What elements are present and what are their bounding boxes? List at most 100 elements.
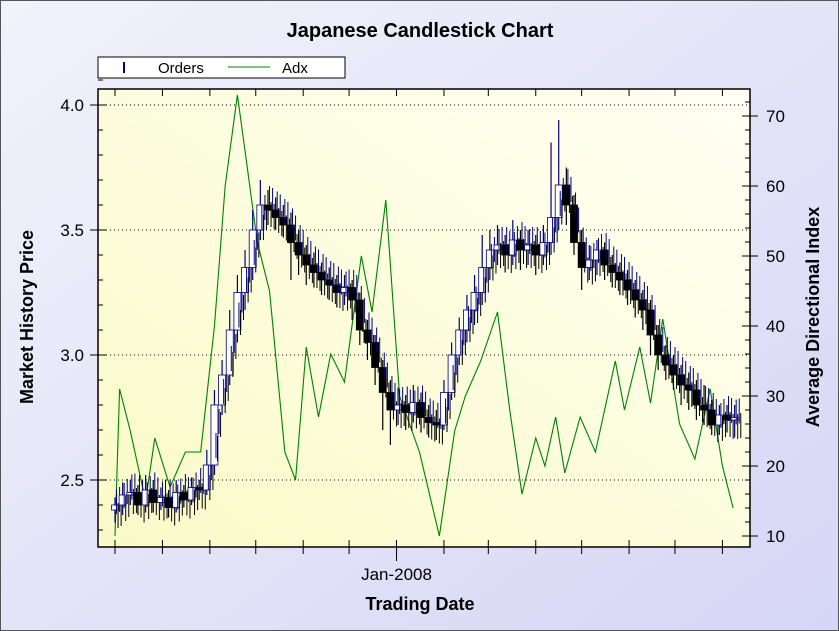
candle-body	[562, 184, 571, 206]
candle-body	[600, 249, 609, 266]
candle-body	[577, 242, 586, 268]
candle	[417, 385, 428, 435]
candle-body	[164, 497, 173, 508]
y-tick-label: 2.5	[60, 471, 84, 490]
candle-body	[447, 354, 456, 393]
candle	[455, 317, 466, 365]
candle-body	[715, 414, 724, 426]
candle	[218, 360, 229, 415]
x-tick-label: Jan-2008	[361, 565, 432, 584]
candle	[616, 254, 627, 299]
y2-tick-label: 30	[766, 387, 785, 406]
candle-body	[669, 364, 678, 376]
candle	[585, 243, 596, 285]
candle-body	[493, 244, 502, 251]
candle	[692, 373, 704, 422]
candle-body	[608, 264, 617, 273]
candle-body	[287, 224, 295, 243]
axes: 2.5 3.0 3.5 4.0 10 20 30 40 50 60 70 Jan-2008	[60, 79, 785, 584]
candle	[447, 342, 459, 400]
y2-tick-label: 40	[766, 317, 785, 336]
plot-frame	[97, 88, 751, 548]
candle-body	[302, 254, 311, 266]
candle	[118, 479, 130, 521]
candle-body	[654, 334, 663, 356]
candle-body	[646, 309, 655, 336]
candle-body	[332, 284, 341, 293]
candle-body	[187, 487, 196, 501]
candle-body	[271, 209, 280, 218]
candle	[340, 269, 352, 311]
candle-body	[172, 492, 181, 508]
adx-series	[114, 94, 734, 537]
candle-body	[371, 342, 380, 368]
legend: Orders Adx	[97, 56, 346, 79]
candle-body	[233, 292, 242, 331]
candle-body	[432, 422, 441, 426]
candle-body	[210, 404, 219, 466]
candle-body	[378, 367, 387, 393]
candle-body	[417, 402, 425, 418]
candle-body	[241, 267, 249, 293]
candle-body	[638, 299, 647, 311]
candle-body	[309, 264, 318, 273]
candle-body	[179, 492, 188, 501]
candle	[355, 286, 367, 345]
y-axis-title: Market History Price	[17, 230, 37, 404]
candle-body	[409, 402, 418, 413]
candle	[210, 390, 222, 475]
candle	[462, 295, 474, 343]
candle	[401, 386, 413, 431]
candle-body	[707, 409, 716, 426]
candle-body	[485, 249, 494, 268]
y2-tick-label: 60	[766, 177, 785, 196]
candle	[202, 450, 214, 500]
candle	[287, 208, 298, 280]
y2-tick-label: 10	[766, 527, 785, 546]
candle	[654, 319, 665, 371]
candle-body	[516, 239, 525, 251]
candle-body	[723, 414, 731, 421]
candle-body	[149, 489, 158, 503]
candle-body	[134, 492, 142, 506]
candle-body	[730, 417, 739, 421]
candle	[317, 254, 329, 299]
candle-body	[677, 374, 685, 386]
candle-body	[700, 404, 708, 411]
candle-body	[248, 229, 257, 268]
candle-body	[570, 204, 578, 243]
candle	[677, 357, 688, 405]
candle	[730, 398, 742, 439]
candle	[332, 266, 344, 311]
candle	[577, 227, 589, 290]
y-tick-label: 4.0	[60, 96, 84, 115]
candle	[723, 396, 734, 439]
candle-body	[501, 244, 510, 256]
y-tick-label: 3.5	[60, 221, 84, 240]
candle-body	[156, 497, 165, 503]
candle-body	[470, 292, 479, 311]
candle-body	[202, 464, 211, 491]
candle-body	[141, 489, 150, 506]
chart-title: Japanese Candlestick Chart	[287, 20, 554, 42]
candle-body	[661, 354, 670, 366]
legend-label-adx: Adx	[282, 60, 308, 77]
candle	[394, 387, 405, 428]
candle-body	[539, 242, 548, 256]
candle-body	[692, 389, 701, 406]
candle-body	[348, 287, 357, 301]
candle	[661, 337, 673, 383]
candle	[225, 310, 237, 385]
x-axis-title: Trading Date	[365, 594, 474, 614]
candle-body	[631, 289, 640, 301]
candle-body	[455, 329, 464, 356]
candle	[271, 191, 283, 236]
adx-line	[114, 94, 734, 537]
y2-tick-label: 70	[766, 107, 785, 126]
y2-tick-label: 50	[766, 247, 785, 266]
candle-body	[355, 299, 364, 331]
candle-body	[111, 504, 119, 511]
candle-body	[195, 487, 204, 491]
candle-body	[508, 239, 517, 256]
